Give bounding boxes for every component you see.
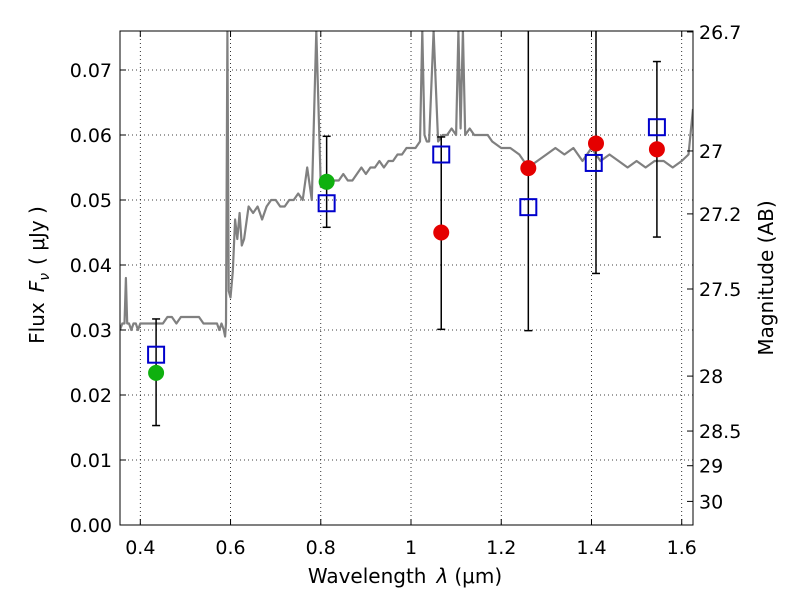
y-axis-label-text: Flux <box>25 302 49 344</box>
x-tick-label: 0.4 <box>125 537 155 559</box>
right-tick-label: 27.5 <box>699 279 741 301</box>
x-axis-label-unit: (μm) <box>454 564 502 588</box>
red-data-point <box>520 160 537 177</box>
model-square-point <box>432 145 451 164</box>
y-axis-label-unit: ( μJy ) <box>25 206 49 265</box>
y-axis-label-subscript: ν <box>37 273 53 281</box>
tick-labels: 0.4 0.6 0.8 1 1.2 1.4 1.6 0.00 0.01 0.02 0.03 0.04 0… <box>70 22 742 559</box>
plot-frame <box>119 30 694 526</box>
x-tick-label: 0.6 <box>215 537 245 559</box>
y-tick-label: 0.01 <box>70 450 112 472</box>
x-axis-label: Wavelength λ (μm) <box>308 564 502 588</box>
model-square-point <box>647 118 666 137</box>
y-tick-label: 0.00 <box>70 515 112 537</box>
model-square-point <box>317 194 336 213</box>
x-tick-label: 1.2 <box>486 537 516 559</box>
right-tick-label: 30 <box>699 491 723 513</box>
grid <box>120 31 693 526</box>
right-tick-label: 26.7 <box>699 22 741 44</box>
red-data-point <box>648 141 665 158</box>
right-tick-label: 27 <box>699 141 723 163</box>
model-square-point <box>519 198 538 217</box>
green-data-point <box>148 364 165 381</box>
model-square-point <box>584 153 603 172</box>
model-square-point <box>147 345 166 364</box>
y-tick-label: 0.05 <box>70 190 112 212</box>
x-tick-label: 1 <box>405 537 417 559</box>
green-data-point <box>318 173 335 190</box>
right-axis-label: Magnitude (AB) <box>754 200 778 355</box>
model-spectrum-line <box>120 31 693 338</box>
ticks <box>120 31 693 526</box>
y-axis-label: Flux Fν ( μJy ) <box>25 206 53 344</box>
red-data-point <box>433 224 450 241</box>
x-tick-label: 1.6 <box>667 537 697 559</box>
right-tick-label: 29 <box>699 456 723 478</box>
y-tick-label: 0.02 <box>70 385 112 407</box>
y-tick-label: 0.07 <box>70 60 112 82</box>
y-tick-label: 0.03 <box>70 320 112 342</box>
x-axis-label-symbol: λ <box>436 564 449 588</box>
plot-area <box>120 31 693 427</box>
red-data-point <box>587 135 604 152</box>
x-tick-label: 1.4 <box>576 537 606 559</box>
y-tick-label: 0.04 <box>70 255 112 277</box>
x-tick-label: 0.8 <box>306 537 336 559</box>
right-tick-label: 27.2 <box>699 204 741 226</box>
y-tick-label: 0.06 <box>70 125 112 147</box>
right-tick-label: 28.5 <box>699 421 741 443</box>
y-axis-label-symbol: F <box>25 280 49 292</box>
x-axis-label-text: Wavelength <box>308 564 427 588</box>
right-tick-label: 28 <box>699 366 723 388</box>
